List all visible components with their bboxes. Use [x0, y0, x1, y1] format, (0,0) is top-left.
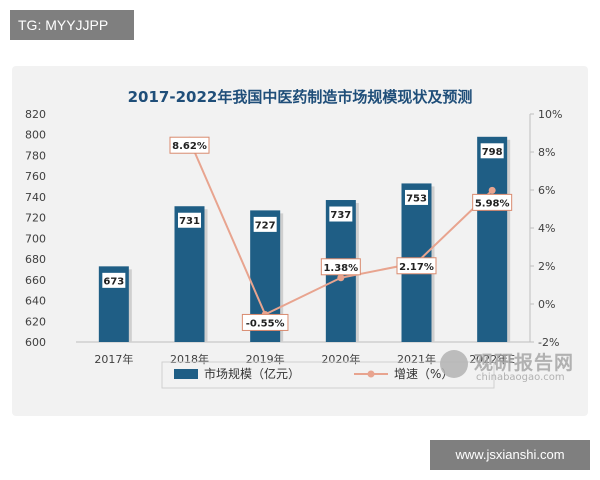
y-left-tick-label: 800 [25, 129, 46, 142]
growth-point [488, 186, 496, 194]
line-label-box [169, 136, 210, 154]
bar-label-box [328, 205, 354, 223]
legend-line-marker [367, 370, 375, 378]
bars [98, 136, 511, 342]
bar-value-label: 727 [255, 220, 276, 231]
y-left-tick-label: 760 [25, 170, 46, 183]
bar-value-label: 673 [103, 276, 124, 287]
y-right-tick-label: -2% [538, 336, 559, 349]
legend-bar-label: 市场规模（亿元） [204, 366, 300, 381]
bar-label-box [404, 188, 429, 206]
x-tick-label: 2017年 [94, 352, 133, 366]
y-left-tick-label: 700 [25, 232, 46, 245]
bar-value-label: 798 [482, 147, 503, 158]
x-tick-label: 2021年 [397, 352, 436, 366]
bar-value-label: 731 [179, 216, 200, 227]
line-label-box [320, 258, 361, 276]
y-right-tick-label: 8% [538, 146, 555, 159]
bar-value-label: 737 [330, 210, 351, 221]
y-right-tick-label: 6% [538, 184, 555, 197]
y-left-tick-label: 680 [25, 253, 46, 266]
growth-value-label: -0.55% [246, 318, 285, 329]
chart-card: 2017-2022年我国中医药制造市场规模现状及预测 600 620 640 660 6… [12, 66, 588, 416]
y-left-tick-label: 620 [25, 315, 46, 328]
watermark-logo-icon [440, 350, 468, 378]
top-tag: TG: MYYJJPP [10, 10, 134, 40]
x-tick-label: 2020年 [321, 352, 360, 366]
y-left-tick-label: 720 [25, 212, 46, 225]
growth-value-label: 5.98% [475, 198, 510, 209]
legend-bar-swatch [174, 369, 198, 379]
bar-label-box [252, 215, 278, 233]
growth-value-label: 1.38% [323, 263, 358, 274]
chart-title: 2017-2022年我国中医药制造市场规模现状及预测 [128, 88, 473, 106]
bar-label-box [479, 142, 505, 160]
growth-point [337, 274, 345, 282]
bar-value-label: 753 [406, 193, 427, 204]
legend: 市场规模（亿元） 增速（%） [161, 361, 495, 389]
line-label-box [396, 257, 437, 275]
growth-value-label: 8.62% [172, 141, 207, 152]
y-left-tick-label: 820 [25, 108, 46, 121]
y-left-tick-label: 780 [25, 149, 46, 162]
line-label-box [241, 313, 289, 331]
line-label-box [472, 193, 513, 211]
growth-value-label: 2.17% [399, 262, 434, 273]
bar [477, 136, 508, 342]
y-right-tick-label: 4% [538, 222, 555, 235]
legend-frame [161, 361, 495, 389]
y-left-tick-label: 740 [25, 191, 46, 204]
y-right-tick-label: 0% [538, 298, 555, 311]
watermark-name: 观研报告网 [474, 352, 575, 374]
x-tick-label: 2018年 [170, 352, 209, 366]
y-left-tick-label: 600 [25, 336, 46, 349]
bottom-tag: www.jsxianshi.com [430, 440, 590, 470]
y-left-tick-label: 660 [25, 274, 46, 287]
y-right-tick-label: 10% [538, 108, 562, 121]
chart-svg: 2017-2022年我国中医药制造市场规模现状及预测 6006206406606… [25, 88, 562, 389]
bar [174, 206, 205, 342]
y-left-tick-label: 640 [25, 295, 46, 308]
legend-line-label: 增速（%） [394, 367, 453, 381]
y-right-tick-label: 2% [538, 260, 555, 273]
bar-label-box [177, 211, 202, 229]
bar-label-box [101, 271, 127, 289]
axes: 600 620 640 660 680 700 720 740 760 780 800 820 -2% 0… [25, 108, 562, 366]
data-labels: 673 731 727 737 753 798 8.62% -0.55% 1.38% 2.17% 5… [101, 136, 513, 331]
x-tick-label: 2019年 [246, 352, 285, 366]
watermark: 观研报告网 chinabaogao.com [440, 346, 590, 386]
watermark-url: chinabaogao.com [476, 372, 565, 383]
